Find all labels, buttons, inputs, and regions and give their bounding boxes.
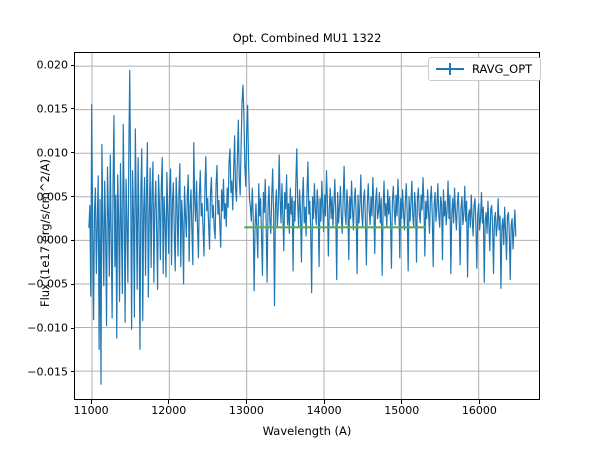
legend: RAVG_OPT [428, 57, 542, 81]
x-tick-label: 16000 [461, 404, 497, 417]
x-tick-label: 13000 [228, 404, 264, 417]
x-tick-mark [90, 400, 92, 404]
plot-area [74, 52, 540, 400]
y-tick-label: −0.015 [27, 365, 68, 379]
y-tick-label: 0.000 [36, 233, 69, 247]
x-tick-label: 12000 [151, 404, 187, 417]
y-tick-mark [70, 64, 74, 66]
y-tick-mark [70, 239, 74, 241]
y-tick-mark [70, 283, 74, 285]
x-tick-mark [168, 400, 170, 404]
y-tick-mark [70, 327, 74, 329]
x-axis-label: Wavelength (A) [262, 424, 352, 438]
x-tick-mark [401, 400, 403, 404]
y-tick-label: 0.015 [36, 102, 69, 116]
y-tick-mark [70, 108, 74, 110]
page-title: Opt. Combined MU1 1322 [232, 31, 382, 45]
y-tick-mark [70, 152, 74, 154]
x-tick-label: 15000 [384, 404, 420, 417]
x-tick-mark [323, 400, 325, 404]
series-plot [75, 53, 539, 399]
x-tick-label: 14000 [306, 404, 342, 417]
y-tick-label: 0.020 [36, 58, 69, 72]
y-tick-label: 0.005 [36, 190, 69, 204]
y-tick-mark [70, 196, 74, 198]
y-tick-label: 0.010 [36, 146, 69, 160]
legend-label: RAVG_OPT [472, 62, 533, 76]
y-tick-label: −0.005 [27, 277, 68, 291]
y-axis-tick-labels: 0.020 0.015 0.010 0.005 0.000 −0.005 −0.010 −0.… [0, 0, 74, 450]
x-tick-mark [478, 400, 480, 404]
y-tick-label: −0.010 [27, 321, 68, 335]
legend-errorbar-icon [436, 63, 464, 75]
x-tick-label: 11000 [73, 404, 109, 417]
y-tick-mark [70, 371, 74, 373]
x-tick-mark [245, 400, 247, 404]
